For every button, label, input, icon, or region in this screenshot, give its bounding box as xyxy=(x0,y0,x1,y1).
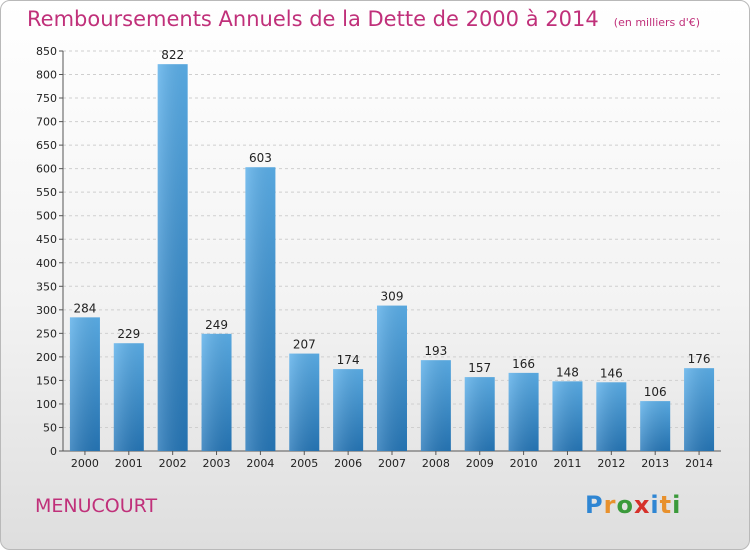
bar-shade-2007 xyxy=(377,305,407,451)
value-label-2012: 146 xyxy=(600,366,623,380)
bar-shade-2002 xyxy=(157,64,188,452)
y-tick-label: 150 xyxy=(36,374,57,387)
value-label-2010: 166 xyxy=(512,357,535,371)
x-tick-labels: 2000 2001 2002 2003 2004 2005 2006 2007 2008 2009… xyxy=(71,451,713,470)
value-label-2003: 249 xyxy=(205,318,228,332)
logo-letter: t xyxy=(659,491,673,519)
bar-shade-2000 xyxy=(69,317,100,451)
bar-shade-2010 xyxy=(508,372,539,451)
value-label-2007: 309 xyxy=(381,290,404,304)
value-label-2005: 207 xyxy=(293,338,316,352)
y-tick-label: 500 xyxy=(36,210,57,223)
y-tick-label: 550 xyxy=(36,186,57,199)
unit-note: (en milliers d'€) xyxy=(613,16,701,29)
x-tick-label-2008: 2008 xyxy=(422,457,450,470)
y-tick-label: 50 xyxy=(43,421,57,434)
bar-shade-2003 xyxy=(201,333,232,451)
x-tick-label-2001: 2001 xyxy=(115,457,143,470)
y-tick-label: 800 xyxy=(36,69,57,82)
chart-title-block: Remboursements Annuels de la Dette de 20… xyxy=(27,7,700,31)
value-label-2009: 157 xyxy=(468,361,491,375)
value-label-2006: 174 xyxy=(337,353,360,367)
logo-letter: r xyxy=(603,491,617,519)
bar-shade-2006 xyxy=(333,369,364,451)
value-label-2004: 603 xyxy=(249,151,272,165)
x-tick-label-2004: 2004 xyxy=(246,457,274,470)
bar-shade-2004 xyxy=(245,167,276,451)
bar-shade-2005 xyxy=(289,353,320,451)
chart-title: Remboursements Annuels de la Dette de 20… xyxy=(27,7,599,31)
x-tick-label-2006: 2006 xyxy=(334,457,362,470)
x-tick-label-2013: 2013 xyxy=(641,457,669,470)
x-tick-label-2002: 2002 xyxy=(159,457,187,470)
y-tick-label: 450 xyxy=(36,233,57,246)
logo-letter: o xyxy=(616,491,634,519)
logo-letter: i xyxy=(672,491,682,519)
bar-shade-2001 xyxy=(113,343,144,451)
y-tick-label: 100 xyxy=(36,398,57,411)
y-tick-label: 700 xyxy=(36,116,57,129)
proxiti-logo: Proxiti xyxy=(585,491,681,519)
bars xyxy=(69,64,715,452)
logo-letter: i xyxy=(650,491,660,519)
value-label-2013: 106 xyxy=(644,385,667,399)
bar-shade-2011 xyxy=(552,381,583,451)
bar-shade-2013 xyxy=(640,401,671,451)
value-label-2008: 193 xyxy=(424,344,447,358)
value-labels: 284 229 822 249 603 207 174 309 193 157 166 148 146 1… xyxy=(73,48,710,399)
x-tick-label-2005: 2005 xyxy=(290,457,318,470)
y-tick-label: 300 xyxy=(36,304,57,317)
y-tick-label: 850 xyxy=(36,45,57,58)
x-tick-label-2003: 2003 xyxy=(203,457,231,470)
y-tick-label: 750 xyxy=(36,92,57,105)
y-tick-label: 650 xyxy=(36,139,57,152)
logo-letter: P xyxy=(585,491,604,519)
y-tick-label: 350 xyxy=(36,280,57,293)
y-tick-label: 0 xyxy=(50,445,57,458)
logo-letter: x xyxy=(633,491,651,519)
x-tick-label-2012: 2012 xyxy=(597,457,625,470)
bar-shade-2012 xyxy=(596,382,627,451)
x-tick-label-2010: 2010 xyxy=(510,457,538,470)
value-label-2014: 176 xyxy=(688,352,711,366)
value-label-2002: 822 xyxy=(161,48,184,62)
value-label-2011: 148 xyxy=(556,365,579,379)
commune-name: MENUCOURT xyxy=(35,495,158,517)
y-tick-label: 400 xyxy=(36,257,57,270)
x-tick-label-2011: 2011 xyxy=(553,457,581,470)
y-tick-label: 250 xyxy=(36,327,57,340)
y-tick-labels: 0 50 100 150 200 250 300 350 400 450 500 550 600 650 7… xyxy=(36,45,57,458)
bar-shade-2008 xyxy=(420,360,451,451)
bar-shade-2014 xyxy=(684,368,715,451)
y-tick-label: 200 xyxy=(36,351,57,364)
bar-shade-2009 xyxy=(464,377,495,451)
x-tick-label-2007: 2007 xyxy=(378,457,406,470)
x-tick-label-2000: 2000 xyxy=(71,457,99,470)
x-tick-label-2009: 2009 xyxy=(466,457,494,470)
x-tick-label-2014: 2014 xyxy=(685,457,713,470)
y-tick-label: 600 xyxy=(36,163,57,176)
value-label-2001: 229 xyxy=(117,327,140,341)
value-label-2000: 284 xyxy=(73,301,96,315)
